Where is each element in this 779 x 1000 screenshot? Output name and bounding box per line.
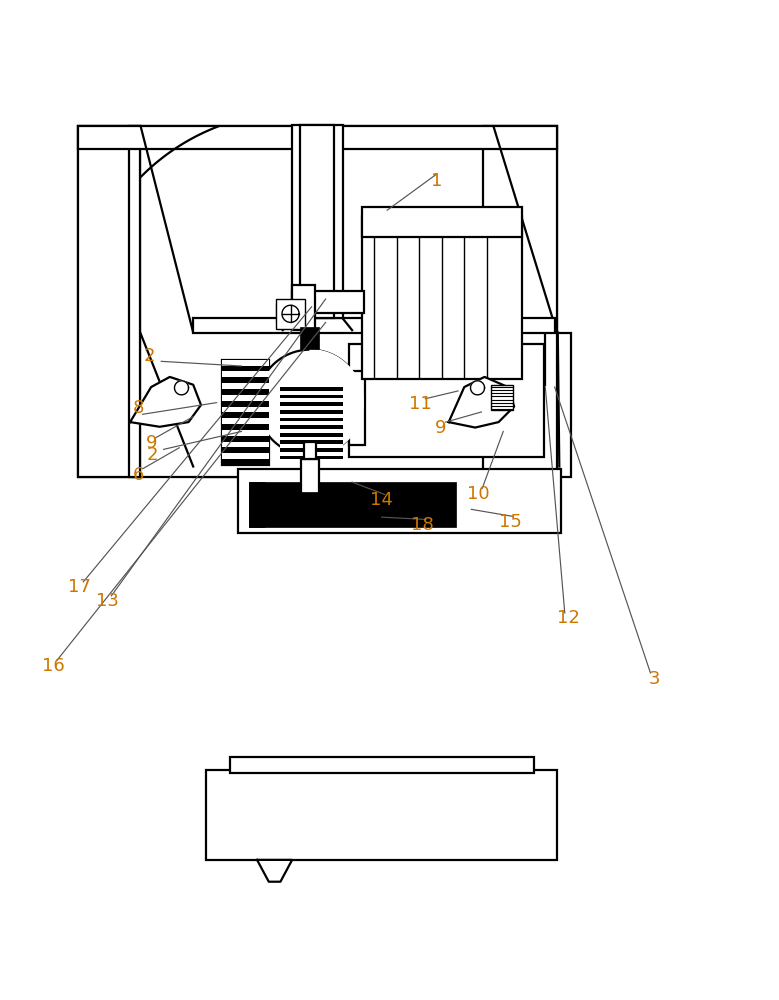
- Bar: [222, 442, 269, 447]
- Bar: [222, 360, 269, 465]
- Bar: [280, 448, 343, 452]
- Bar: [280, 383, 343, 387]
- Bar: [78, 126, 557, 477]
- Bar: [78, 126, 140, 477]
- Bar: [222, 453, 269, 459]
- Text: 10: 10: [467, 485, 490, 503]
- Bar: [230, 757, 534, 773]
- Bar: [280, 444, 343, 448]
- Bar: [222, 436, 269, 442]
- Bar: [362, 216, 522, 379]
- Text: 12: 12: [557, 609, 580, 627]
- Bar: [292, 285, 315, 330]
- Text: 2: 2: [146, 446, 157, 464]
- Text: 18: 18: [411, 516, 434, 534]
- Text: 3: 3: [649, 670, 660, 688]
- Polygon shape: [257, 860, 292, 882]
- Text: 6: 6: [133, 466, 144, 484]
- Bar: [277, 305, 294, 321]
- Bar: [280, 414, 343, 418]
- Bar: [292, 291, 364, 313]
- Polygon shape: [257, 350, 363, 456]
- Bar: [210, 340, 553, 465]
- Polygon shape: [174, 381, 189, 395]
- Bar: [300, 125, 334, 318]
- Bar: [280, 398, 343, 402]
- Bar: [280, 421, 343, 425]
- Bar: [362, 207, 522, 237]
- Bar: [222, 389, 269, 395]
- Bar: [222, 377, 269, 383]
- Bar: [222, 447, 269, 453]
- Bar: [193, 333, 571, 477]
- Bar: [280, 402, 343, 406]
- Bar: [129, 126, 140, 477]
- Bar: [300, 327, 319, 349]
- Text: 11: 11: [409, 395, 432, 413]
- Bar: [249, 482, 265, 527]
- Bar: [222, 395, 269, 401]
- Bar: [222, 366, 269, 371]
- Text: 9: 9: [435, 419, 446, 437]
- Bar: [349, 344, 544, 457]
- Polygon shape: [449, 377, 514, 428]
- Bar: [301, 459, 319, 517]
- Bar: [280, 425, 343, 429]
- Bar: [280, 387, 343, 391]
- Bar: [222, 418, 269, 424]
- Bar: [280, 395, 343, 398]
- Polygon shape: [130, 377, 201, 427]
- Bar: [292, 125, 343, 318]
- Bar: [222, 412, 269, 418]
- Text: 13: 13: [96, 592, 119, 610]
- Bar: [222, 383, 269, 389]
- Bar: [193, 318, 555, 333]
- Bar: [222, 430, 269, 436]
- Text: 9: 9: [146, 434, 157, 452]
- Bar: [304, 442, 316, 459]
- Text: 1: 1: [431, 172, 442, 190]
- Bar: [491, 385, 513, 410]
- Bar: [222, 424, 269, 430]
- Bar: [280, 406, 343, 410]
- Bar: [483, 126, 557, 477]
- Bar: [280, 429, 343, 433]
- Bar: [280, 418, 343, 421]
- Bar: [280, 440, 343, 444]
- Bar: [222, 401, 269, 407]
- Bar: [206, 770, 557, 860]
- Bar: [280, 391, 343, 395]
- Bar: [276, 299, 305, 329]
- Bar: [280, 452, 343, 456]
- Bar: [280, 433, 343, 437]
- Bar: [249, 492, 440, 522]
- Bar: [349, 371, 365, 445]
- Bar: [249, 482, 456, 527]
- Polygon shape: [471, 381, 485, 395]
- Bar: [280, 437, 343, 440]
- Bar: [222, 459, 269, 465]
- Bar: [238, 469, 561, 533]
- Bar: [483, 322, 545, 385]
- Bar: [280, 456, 343, 459]
- Text: 15: 15: [499, 513, 522, 531]
- Text: 14: 14: [370, 491, 393, 509]
- Text: 8: 8: [133, 399, 144, 417]
- Text: 2: 2: [144, 347, 155, 365]
- Text: 17: 17: [68, 578, 91, 596]
- Bar: [280, 410, 343, 414]
- Bar: [222, 371, 269, 377]
- Bar: [222, 407, 269, 412]
- Polygon shape: [282, 305, 299, 322]
- Polygon shape: [310, 350, 363, 456]
- Text: 16: 16: [41, 657, 65, 675]
- Bar: [222, 360, 269, 366]
- Bar: [78, 126, 557, 149]
